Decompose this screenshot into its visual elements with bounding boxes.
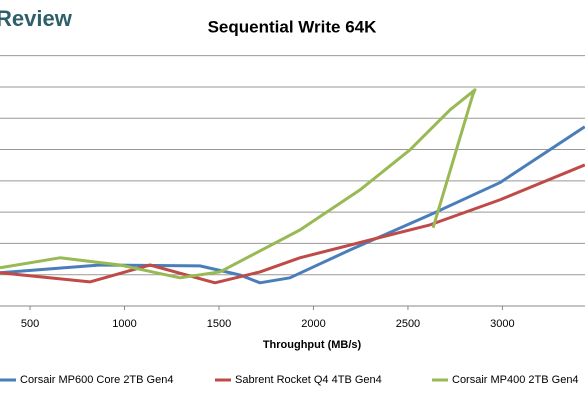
x-tick-label: 3000 [490,318,514,330]
line-series [0,163,585,285]
x-axis-label: Throughput (MB/s) [263,339,362,351]
logo: Review [0,6,73,31]
x-tick-label: 2000 [301,318,325,330]
legend-label: Corsair MP600 Core 2TB Gen4 [20,374,173,386]
x-tick-label: 1500 [207,318,231,330]
x-tick-label: 1000 [112,318,136,330]
x-tick-label: 500 [21,318,39,330]
x-tick-label: 2500 [396,318,420,330]
chart-title: Sequential Write 64K [208,17,378,36]
legend-label: Sabrent Rocket Q4 4TB Gen4 [235,374,382,386]
legend-label: Corsair MP400 2TB Gen4 [452,374,579,386]
line-series [0,88,477,280]
